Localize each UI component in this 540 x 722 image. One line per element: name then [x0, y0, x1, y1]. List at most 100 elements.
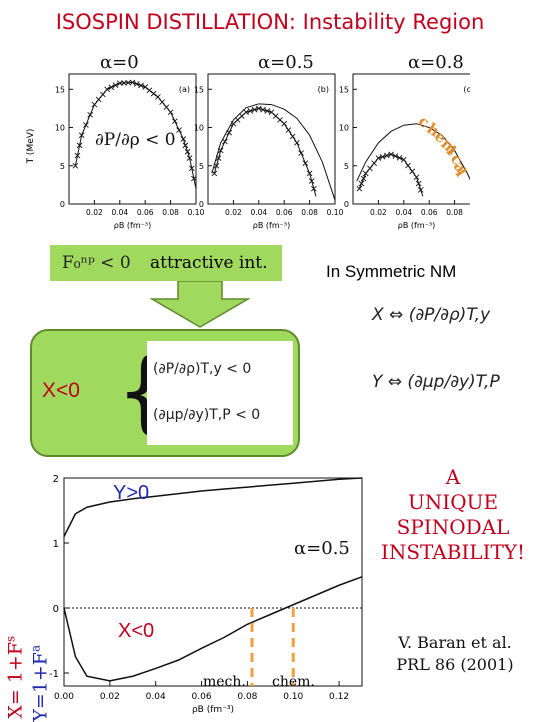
- x-tick-label: 0.08: [237, 692, 257, 702]
- data-point-marker: [413, 174, 420, 181]
- y-tick-label: 15: [339, 85, 349, 94]
- y-tick-label: 2: [53, 474, 59, 485]
- y-tick-label: 0: [60, 200, 65, 209]
- data-point-marker: [182, 142, 189, 149]
- data-point-marker: [379, 154, 386, 160]
- chem-label: chem.: [272, 674, 315, 690]
- data-point-marker: [95, 96, 102, 103]
- bottom-chart: -1 0 1 2 0.00 0.02 0.04 0.06 0.08 0.10 0.12 ρB (fm⁻…: [49, 474, 363, 715]
- data-point-marker: [360, 175, 367, 182]
- reference-journal: PRL 86 (2001): [396, 655, 514, 674]
- data-point-marker: [78, 132, 85, 138]
- condition-box-x-label: X<0: [42, 379, 80, 402]
- y-tick-label: 0: [199, 200, 204, 209]
- data-point-marker: [150, 90, 157, 97]
- panel-b-alpha-label: α=0.5: [258, 52, 314, 73]
- data-point-marker: [417, 187, 424, 193]
- data-point-marker: [125, 79, 132, 86]
- data-point-marker: [142, 84, 149, 90]
- data-point-marker: [308, 178, 315, 184]
- page-title: ISOSPIN DISTILLATION: Instability Region: [55, 10, 485, 34]
- y-tick-label: 5: [60, 162, 65, 171]
- data-point-marker: [83, 122, 89, 128]
- down-arrow-icon: [150, 281, 250, 328]
- y-tick-label: 1: [53, 539, 59, 550]
- x-tick-label: 0.08: [162, 208, 179, 217]
- condition-line-2: (∂μp/∂y)T,P < 0: [153, 407, 261, 423]
- y-positive-label: Y>0: [113, 482, 150, 504]
- data-point-marker: [100, 91, 106, 98]
- y-tick-label: -1: [49, 669, 59, 680]
- data-point-marker: [243, 109, 249, 116]
- x-tick-label: 0.10: [283, 692, 303, 702]
- x-tick-label: 0.02: [370, 208, 387, 217]
- data-point-marker: [247, 108, 254, 114]
- data-point-marker: [121, 80, 127, 86]
- panel-c-alpha-label: α=0.8: [408, 52, 464, 73]
- data-point-marker: [302, 160, 309, 167]
- data-point-marker: [112, 82, 119, 89]
- data-point-marker: [167, 109, 174, 116]
- y-curve: [63, 477, 363, 537]
- top-panels-chart: T (MeV) 0 5 10 15 0.02 0.04 0.06 0.08 0.10 ρB (fm⁻…: [26, 73, 470, 230]
- y-tick-label: 10: [194, 124, 204, 133]
- x-tick-label: 0.00: [54, 692, 74, 702]
- data-point-marker: [74, 152, 81, 159]
- data-point-marker: [159, 99, 165, 105]
- data-point-marker: [306, 170, 313, 177]
- data-point-marker: [285, 127, 292, 133]
- data-point-marker: [251, 106, 258, 113]
- data-point-marker: [392, 153, 399, 159]
- x-negative-label: X<0: [118, 620, 155, 642]
- data-point-marker: [356, 185, 363, 192]
- data-point-marker: [104, 86, 110, 93]
- data-point-marker: [388, 151, 394, 158]
- x-tick-label: 0.02: [100, 692, 120, 702]
- y-tick-label: 0: [53, 604, 59, 615]
- data-point-marker: [415, 180, 422, 187]
- panel-tag: (b): [318, 85, 329, 94]
- data-point-marker: [409, 168, 416, 175]
- y-tick-label: 10: [55, 124, 65, 133]
- x-tick-label: 0.10: [188, 208, 205, 217]
- spinodal-message: A UNIQUE SPINODAL INSTABILITY!: [368, 465, 538, 565]
- panel-frame: [68, 73, 197, 205]
- message-line-3: SPINODAL: [396, 515, 510, 539]
- data-point-marker: [362, 170, 369, 177]
- x-tick-label: 0.02: [225, 208, 242, 217]
- panel-frame: [352, 73, 470, 205]
- data-point-marker: [133, 81, 140, 87]
- data-point-marker: [222, 138, 228, 145]
- symmetric-nm-label: In Symmetric NM: [326, 262, 457, 281]
- data-point-marker: [116, 80, 123, 86]
- x-tick-label: 0.06: [421, 208, 438, 217]
- x-tick-label: 0.10: [327, 208, 344, 217]
- x-tick-label: 0.12: [329, 692, 349, 702]
- top-ylabel: T (MeV): [26, 129, 36, 165]
- data-point-marker: [260, 106, 266, 113]
- reference-authors: V. Baran et al.: [398, 633, 512, 652]
- data-point-marker: [138, 82, 144, 89]
- data-point-marker: [298, 150, 304, 156]
- condition-line-1: (∂P/∂ρ)T,y < 0: [153, 361, 252, 377]
- left-axis-y-label: Y=1+Fa: [28, 644, 52, 722]
- x-tick-label: 0.04: [250, 208, 267, 217]
- mech-label: mech.: [203, 674, 246, 690]
- x-tick-label: 0.06: [137, 208, 154, 217]
- data-point-marker: [172, 118, 178, 124]
- top-xlabel: ρB (fm⁻³): [253, 221, 290, 230]
- left-axis-x-label: X= 1+Fs: [3, 635, 27, 719]
- data-point-marker: [255, 105, 262, 112]
- data-point-marker: [146, 87, 153, 94]
- data-point-marker: [281, 120, 288, 127]
- data-point-marker: [180, 136, 187, 142]
- data-point-marker: [264, 108, 271, 114]
- x-curve: [63, 576, 363, 682]
- x-tick-label: 0.04: [111, 208, 128, 217]
- condition-box: X<0 { (∂P/∂ρ)T,y < 0 (∂μp/∂y)T,P < 0: [30, 329, 300, 457]
- data-point-marker: [400, 156, 407, 163]
- mechanical-curve: [358, 153, 424, 197]
- data-point-marker: [186, 155, 193, 161]
- x-tick-label: 0.02: [86, 208, 103, 217]
- panel-tag: (c): [463, 85, 470, 94]
